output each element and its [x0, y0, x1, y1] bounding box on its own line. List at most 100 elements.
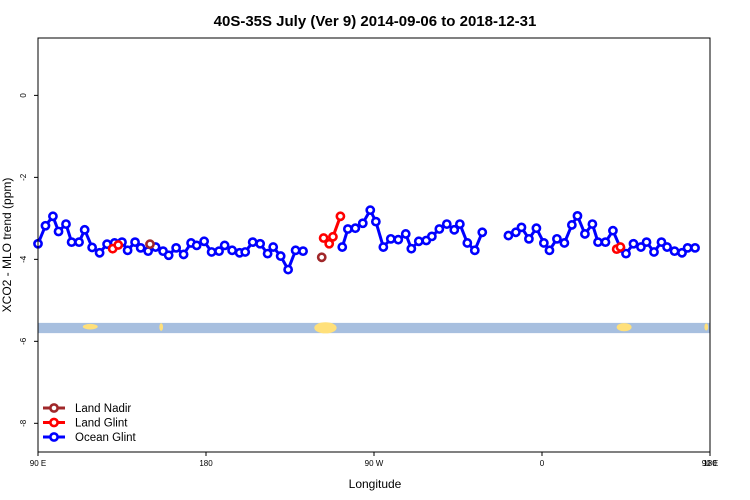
data-point: [227, 245, 238, 256]
data-point: [510, 227, 521, 238]
series-land-glint: [107, 211, 626, 254]
data-point: [40, 220, 51, 231]
data-point: [462, 238, 473, 248]
data-point: [135, 242, 146, 253]
legend-marker: [49, 432, 59, 442]
data-point: [337, 242, 348, 252]
data-point: [370, 216, 381, 227]
legend-marker: [49, 403, 59, 413]
data-point: [87, 242, 98, 253]
y-tick-label: 0: [19, 93, 28, 98]
data-point: [621, 248, 631, 259]
data-point: [477, 227, 488, 238]
data-point: [669, 246, 680, 257]
data-point: [298, 246, 308, 257]
data-point: [516, 222, 527, 233]
series-land-nadir: [145, 239, 327, 263]
x-tick-label: 90 E: [702, 459, 718, 468]
land-mass: [82, 323, 98, 330]
legend-label: Land Glint: [75, 418, 128, 430]
data-point: [434, 224, 445, 234]
data-point: [357, 218, 368, 229]
data-point: [178, 249, 189, 260]
data-point: [454, 219, 465, 229]
data-point: [61, 219, 71, 229]
data-point: [413, 236, 424, 247]
x-tick-label: 180: [199, 459, 213, 468]
data-point: [649, 247, 659, 257]
data-point: [441, 219, 452, 229]
data-point: [240, 247, 251, 257]
data-point: [342, 224, 353, 234]
data-point: [206, 247, 217, 257]
data-point: [600, 237, 611, 248]
data-point: [79, 224, 90, 235]
data-point: [615, 242, 626, 252]
x-tick-label: 180: [703, 459, 717, 468]
y-tick-label: -8: [19, 419, 28, 427]
land-mass: [704, 323, 709, 331]
data-point: [199, 236, 210, 247]
data-point: [94, 247, 105, 258]
land-mass: [159, 323, 164, 331]
data-point: [400, 229, 411, 239]
data-point: [255, 238, 266, 249]
data-point: [636, 242, 646, 252]
data-point: [318, 233, 329, 243]
data-point: [163, 250, 174, 261]
data-point: [385, 233, 396, 244]
data-point: [641, 237, 652, 248]
data-point: [503, 230, 514, 241]
data-point: [572, 210, 583, 221]
data-point: [275, 251, 286, 261]
x-axis-label: Longitude: [349, 477, 402, 491]
data-point: [122, 245, 133, 256]
data-point: [191, 240, 202, 251]
data-point: [113, 240, 124, 250]
data-point: [524, 233, 534, 244]
data-point: [406, 243, 417, 254]
data-point: [316, 252, 327, 263]
data-point: [145, 239, 155, 250]
data-point: [171, 242, 182, 253]
chart-title: 40S-35S July (Ver 9) 2014-09-06 to 2018-…: [214, 13, 537, 30]
data-point: [219, 240, 230, 251]
data-point: [580, 229, 590, 239]
data-point: [628, 238, 639, 249]
legend-marker: [49, 417, 59, 428]
data-point: [426, 231, 437, 242]
y-tick-label: -4: [19, 255, 28, 263]
data-point: [214, 246, 224, 257]
series-layer: [33, 205, 700, 275]
series-ocean-glint: [33, 205, 700, 275]
land-mass: [616, 323, 632, 332]
data-point: [677, 247, 687, 258]
y-tick-label: -2: [19, 173, 28, 181]
data-point: [283, 264, 294, 275]
data-point: [531, 223, 542, 234]
y-axis-label: XCO2 - MLO trend (ppm): [0, 178, 14, 313]
land-mass: [314, 322, 337, 334]
data-point: [469, 245, 480, 256]
data-point: [552, 233, 562, 244]
x-tick-label: 90 E: [30, 459, 46, 468]
data-point: [53, 226, 64, 237]
data-point: [544, 245, 555, 256]
data-point: [393, 234, 404, 245]
legend: Land Nadir Land Glint Ocean Glint: [43, 403, 137, 444]
data-point: [324, 238, 335, 249]
x-tick-label: 0: [540, 459, 545, 468]
data-point: [66, 237, 77, 248]
map-strip: [38, 322, 710, 334]
data-point: [335, 211, 346, 222]
data-point: [593, 237, 603, 248]
data-point: [662, 242, 672, 252]
data-point: [48, 211, 58, 222]
data-point: [247, 237, 258, 248]
data-point: [656, 237, 667, 248]
data-point: [350, 223, 361, 234]
data-point: [608, 225, 618, 236]
data-point: [587, 219, 598, 229]
